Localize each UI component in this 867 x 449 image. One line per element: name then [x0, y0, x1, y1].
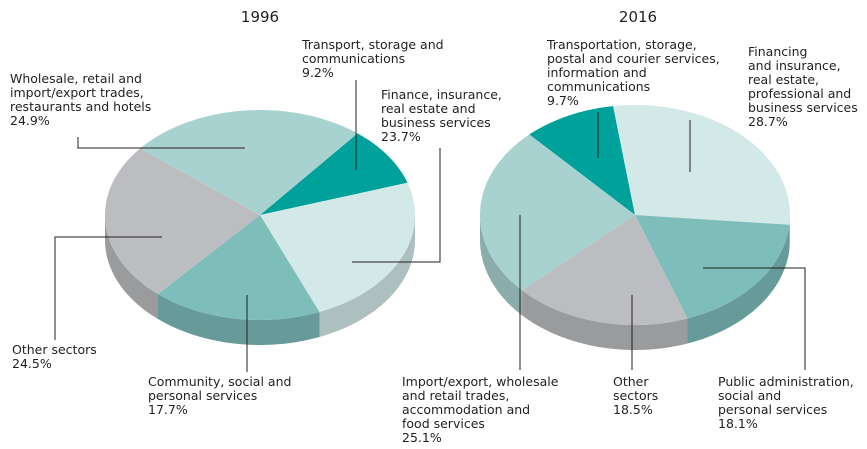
slice-name: Other sectors	[613, 374, 659, 403]
slice-value: 24.9%	[10, 113, 50, 128]
slice-side	[522, 290, 688, 350]
leader-line	[54, 236, 162, 340]
slice-side	[319, 215, 415, 337]
slice-label: Financing and insurance, real estate, pr…	[748, 45, 858, 129]
leader-line	[77, 137, 245, 149]
slice-value: 9.2%	[302, 65, 334, 80]
slice-side	[687, 224, 790, 344]
pie-slice	[635, 215, 790, 319]
slice-value: 18.1%	[718, 416, 758, 431]
pie-slice	[529, 106, 635, 215]
pie-slice	[522, 215, 688, 325]
slice-label: Transportation, storage, postal and cour…	[547, 38, 720, 108]
slice-value: 18.5%	[613, 402, 653, 417]
slice-name: Import/export, wholesale and retail trad…	[402, 374, 559, 431]
slice-value: 17.7%	[148, 402, 188, 417]
slice-label: Community, social and personal services 1…	[148, 375, 291, 417]
pie-slice	[157, 215, 320, 320]
slice-side	[480, 215, 523, 316]
slice-name: Financing and insurance, real estate, pr…	[748, 44, 858, 115]
slice-name: Other sectors	[12, 342, 97, 357]
chart-title: 2016	[618, 8, 658, 26]
slice-name: Public administration, social and person…	[718, 374, 854, 417]
slice-name: Finance, insurance, real estate and busi…	[381, 87, 502, 130]
slice-name: Transportation, storage, postal and cour…	[547, 37, 720, 94]
pie-slice	[260, 182, 415, 312]
slice-label: Finance, insurance, real estate and busi…	[381, 88, 502, 144]
chart-title: 1996	[240, 8, 280, 26]
slice-side	[105, 215, 158, 320]
slice-label: Import/export, wholesale and retail trad…	[402, 375, 558, 445]
slice-side	[789, 215, 790, 250]
slice-value: 25.1%	[402, 430, 442, 445]
pie-slice	[140, 110, 358, 215]
slice-value: 23.7%	[381, 129, 421, 144]
slice-value: 24.5%	[12, 356, 52, 371]
leader-line	[703, 267, 806, 370]
leader-line	[352, 148, 441, 263]
slice-label: Wholesale, retail and import/export trad…	[10, 72, 151, 128]
slice-label: Public administration, social and person…	[718, 375, 854, 431]
slice-name: Transport, storage and communications	[302, 37, 444, 66]
pie-slice	[613, 105, 790, 225]
pie-slice	[105, 148, 260, 295]
slice-value: 28.7%	[748, 114, 788, 129]
pie-slice	[480, 134, 635, 291]
slice-value: 9.7%	[547, 93, 579, 108]
slice-label: Other sectors 24.5%	[12, 343, 97, 371]
pie-slice	[260, 133, 408, 215]
slice-side	[157, 294, 320, 345]
slice-name: Wholesale, retail and import/export trad…	[10, 71, 152, 114]
slice-label: Other sectors 18.5%	[613, 375, 658, 417]
slice-label: Transport, storage and communications 9.2…	[302, 38, 444, 80]
slice-name: Community, social and personal services	[148, 374, 292, 403]
